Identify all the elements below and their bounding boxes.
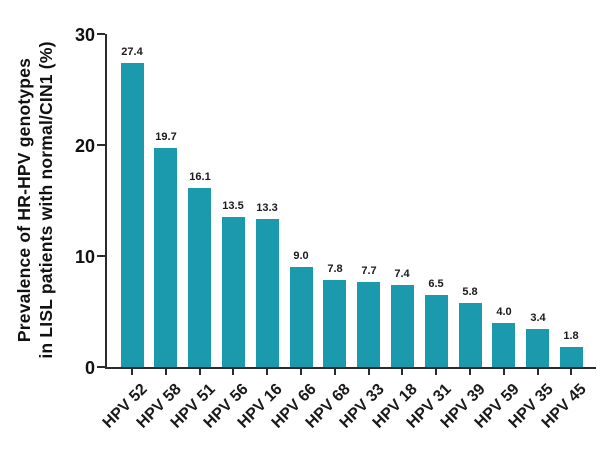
y-axis-label-line2: in LISL patients with normal/CIN1 (%) [36,41,56,359]
bar-value-label: 19.7 [155,131,177,143]
x-axis-tick [300,369,302,375]
bar-value-label: 3.4 [530,312,546,324]
bar-hpv-18 [391,285,414,367]
bar-hpv-45 [560,347,583,367]
x-axis-tick [199,369,201,375]
bar-hpv-33 [357,282,380,367]
x-axis-line [105,367,596,369]
bar-value-label: 16.1 [189,171,211,183]
y-axis-tick-label: 30 [74,25,95,45]
y-axis-tick-label: 10 [74,247,95,267]
bar-value-label: 7.8 [327,263,343,275]
x-axis-tick [570,369,572,375]
bar-hpv-58 [154,148,177,367]
bar-value-label: 13.3 [256,202,278,214]
y-axis-tick [97,33,105,35]
y-axis-label-line1: Prevalence of HR-HPV genotypes [14,57,34,343]
bar-hpv-59 [492,323,515,367]
bar-value-label: 1.8 [563,330,579,342]
bar-hpv-68 [323,280,346,367]
x-axis-tick [401,369,403,375]
y-axis-tick-label: 20 [74,136,95,156]
y-axis-line [105,34,107,369]
y-axis-tick-label: 0 [84,358,95,378]
bar-hpv-52 [121,63,144,367]
x-axis-tick [503,369,505,375]
x-axis-tick [537,369,539,375]
bar-hpv-39 [459,303,482,367]
bar-hpv-31 [425,295,448,367]
bar-hpv-16 [256,219,279,367]
x-axis-tick [165,369,167,375]
bar-value-label: 7.4 [394,268,410,280]
y-axis-label: Prevalence of HR-HPV genotypes in LISL p… [13,0,57,415]
y-axis-tick [97,144,105,146]
y-axis-tick [97,255,105,257]
bar-value-label: 7.7 [361,265,377,277]
bar-value-label: 6.5 [428,278,444,290]
x-axis-tick [266,369,268,375]
bar-hpv-66 [290,267,313,367]
bar-value-label: 13.5 [222,200,244,212]
bar-hpv-51 [188,188,211,367]
bar-value-label: 27.4 [121,46,143,58]
x-axis-tick [334,369,336,375]
x-axis-tick [131,369,133,375]
x-axis-tick [232,369,234,375]
y-axis-tick [97,366,105,368]
x-axis-tick [368,369,370,375]
x-axis-tick [469,369,471,375]
bar-value-label: 9.0 [293,250,309,262]
x-axis-tick [435,369,437,375]
bar-hpv-56 [222,217,245,367]
bar-hpv-35 [526,329,549,367]
bar-value-label: 4.0 [496,306,512,318]
bar-value-label: 5.8 [462,286,478,298]
